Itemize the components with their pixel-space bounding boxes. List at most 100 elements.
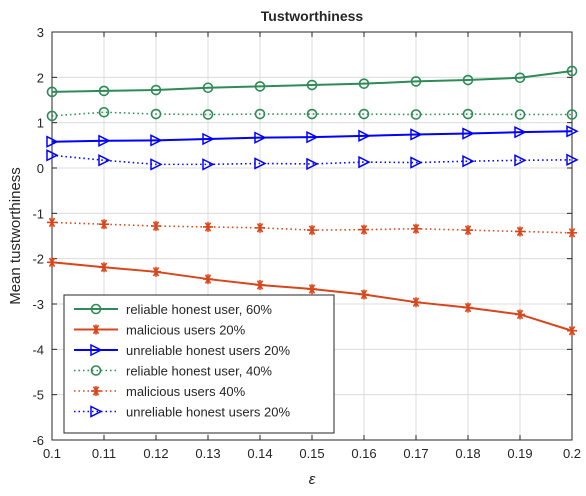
- y-tick-label: -1: [32, 206, 44, 221]
- data-point-asterisk: [47, 217, 57, 228]
- data-point-circle: [514, 109, 526, 120]
- legend-label: reliable honest user, 60%: [126, 302, 272, 317]
- legend-box: [63, 294, 335, 434]
- data-point-triangle: [410, 128, 423, 141]
- data-point-triangle: [462, 127, 475, 140]
- data-point-triangle: [202, 132, 215, 146]
- legend-entry: malicious users 20%: [74, 323, 246, 338]
- data-point-circle: [90, 365, 102, 376]
- legend-entry: malicious users 40%: [74, 384, 246, 399]
- y-tick-label: -3: [32, 297, 44, 312]
- ticks: 0.1 0.11 0.12 0.13 0.14 0.15 0.16 0.17 0.18 0.19 0…: [32, 25, 581, 461]
- legend-label: unreliable honest users 20%: [126, 343, 290, 358]
- series-4: [46, 106, 578, 122]
- x-tick-label: 0.11: [92, 446, 116, 461]
- data-point-circle: [462, 74, 474, 86]
- chart-title: Tustworthiness: [261, 8, 364, 24]
- data-point-triangle: [514, 154, 527, 167]
- legend-entry: unreliable honest users 20%: [74, 343, 290, 358]
- data-point-asterisk: [463, 302, 473, 313]
- data-point-circle: [358, 108, 370, 120]
- data-point-circle: [254, 108, 266, 120]
- data-point-circle: [150, 108, 162, 120]
- data-point-triangle: [98, 134, 111, 148]
- data-point-asterisk: [515, 226, 525, 237]
- data-point-asterisk: [255, 279, 265, 290]
- series-5: [47, 217, 577, 238]
- data-point-asterisk: [47, 257, 57, 268]
- data-point-asterisk: [91, 386, 101, 396]
- x-tick-label: 0.19: [507, 446, 532, 461]
- data-point-circle: [566, 109, 578, 120]
- data-point-asterisk: [203, 274, 213, 285]
- data-point-circle: [514, 72, 526, 84]
- series-line: [51, 221, 573, 234]
- legend-label: reliable honest user, 40%: [126, 364, 272, 379]
- data-point-circle: [306, 108, 318, 120]
- data-point-circle: [202, 109, 214, 120]
- data-point-circle: [306, 79, 318, 91]
- data-point-circle: [98, 85, 110, 97]
- data-point-circle: [254, 81, 266, 92]
- x-tick-label: 0.15: [299, 446, 324, 461]
- x-tick-label: 0.1: [43, 446, 61, 461]
- data-point-asterisk: [307, 225, 317, 236]
- legend-label: malicious users 40%: [126, 384, 246, 399]
- data-point-triangle: [90, 343, 103, 357]
- x-axis-label: ε: [309, 471, 316, 488]
- data-point-triangle: [410, 156, 423, 169]
- data-point-asterisk: [255, 222, 265, 233]
- data-point-asterisk: [359, 289, 369, 300]
- y-tick-label: 1: [37, 116, 44, 131]
- data-point-triangle: [566, 153, 579, 167]
- data-point-triangle: [98, 154, 111, 167]
- legend-entry: reliable honest user, 40%: [74, 364, 272, 379]
- legend-entry: unreliable honest users 20%: [74, 405, 290, 420]
- data-point-asterisk: [99, 219, 109, 230]
- data-point-circle: [202, 82, 214, 94]
- series-1: [46, 65, 578, 98]
- series-line: [51, 69, 573, 93]
- data-point-asterisk: [151, 266, 161, 277]
- y-tick-label: 3: [37, 25, 44, 40]
- data-point-triangle: [358, 155, 371, 169]
- y-tick-label: 0: [37, 161, 44, 176]
- series: [46, 65, 579, 336]
- y-tick-label: -4: [32, 342, 44, 357]
- data-point-asterisk: [99, 262, 109, 273]
- x-tick-label: 0.16: [351, 446, 376, 461]
- data-point-triangle: [202, 158, 215, 171]
- series-6: [46, 149, 579, 171]
- data-point-asterisk: [515, 309, 525, 320]
- data-point-triangle: [150, 158, 163, 171]
- y-tick-label: -5: [32, 388, 44, 403]
- data-point-asterisk: [411, 297, 421, 308]
- data-point-asterisk: [151, 221, 161, 232]
- data-point-triangle: [566, 125, 579, 138]
- data-point-asterisk: [411, 223, 421, 234]
- data-point-circle: [410, 76, 422, 87]
- data-point-triangle: [462, 154, 475, 168]
- data-point-triangle: [306, 130, 319, 144]
- data-point-triangle: [514, 125, 527, 139]
- y-tick-label: 2: [37, 70, 44, 85]
- series-line: [51, 130, 573, 143]
- data-point-triangle: [46, 149, 59, 162]
- data-point-circle: [566, 65, 578, 77]
- legend: reliable honest user, 60% malicious users…: [63, 294, 335, 434]
- data-point-circle: [90, 303, 102, 315]
- y-axis-label: Mean tustworthiness: [7, 167, 24, 305]
- data-point-asterisk: [203, 221, 213, 232]
- data-point-circle: [46, 86, 58, 98]
- data-point-triangle: [254, 131, 267, 144]
- x-tick-label: 0.12: [143, 446, 168, 461]
- data-point-circle: [462, 108, 474, 120]
- data-point-asterisk: [567, 325, 577, 336]
- y-tick-label: -2: [32, 252, 44, 267]
- data-point-circle: [358, 78, 370, 89]
- series-3: [46, 125, 579, 148]
- data-point-circle: [410, 109, 422, 120]
- series-line: [51, 111, 572, 117]
- x-tick-label: 0.2: [563, 446, 581, 461]
